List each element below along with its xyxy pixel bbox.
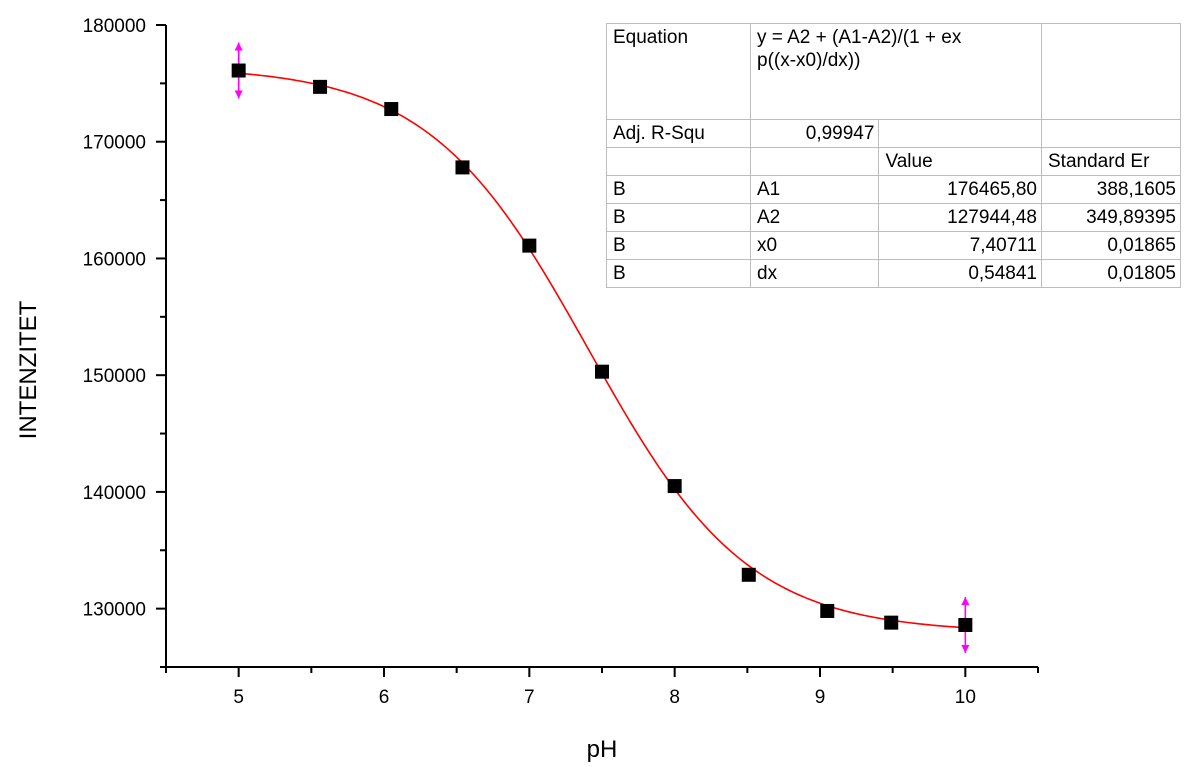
error-bar-cap-bottom xyxy=(234,90,243,99)
row-value: 7,40711 xyxy=(878,231,1042,260)
data-point xyxy=(741,567,756,582)
table-row-header: Value Standard Er xyxy=(606,147,1181,176)
data-point xyxy=(595,364,609,379)
equation-line-2: p((x-x0)/dx)) xyxy=(757,50,861,71)
y-tick-label: 140000 xyxy=(83,483,146,504)
x-axis-label: pH xyxy=(587,736,618,763)
row-group: B xyxy=(606,259,751,288)
x-tick-label: 10 xyxy=(955,687,976,708)
points-layer xyxy=(231,63,973,632)
data-point xyxy=(455,160,470,175)
data-point xyxy=(667,479,682,494)
table-row: B x0 7,40711 0,01865 xyxy=(606,231,1181,260)
row-std-err: 0,01805 xyxy=(1041,259,1181,288)
empty-cell xyxy=(1041,119,1181,148)
row-value: 176465,80 xyxy=(878,175,1042,204)
y-tick-label: 180000 xyxy=(83,16,146,37)
empty-cell xyxy=(878,119,1042,148)
equation-label: Equation xyxy=(606,23,751,120)
x-tick-label: 7 xyxy=(524,687,535,708)
data-point xyxy=(958,617,973,632)
x-tick-label: 6 xyxy=(379,687,390,708)
x-tick-label: 9 xyxy=(815,687,826,708)
row-value: 127944,48 xyxy=(878,203,1042,232)
y-tick-label: 150000 xyxy=(83,366,146,387)
x-tick-label: 8 xyxy=(669,687,680,708)
equation-line-1: y = A2 + (A1-A2)/(1 + ex xyxy=(757,27,962,48)
table-row: B A1 176465,80 388,1605 xyxy=(606,175,1181,204)
equation-cell: y = A2 + (A1-A2)/(1 + ex p((x-x0)/dx)) xyxy=(750,23,1042,120)
row-group: B xyxy=(606,175,751,204)
row-value: 0,54841 xyxy=(878,259,1042,288)
y-tick-label: 130000 xyxy=(83,600,146,621)
row-param: A1 xyxy=(749,175,880,204)
error-bar-cap-top xyxy=(234,42,243,51)
table-row: B dx 0,54841 0,01805 xyxy=(606,259,1181,288)
std-err-header: Standard Er xyxy=(1041,147,1181,176)
data-point xyxy=(884,615,899,630)
adj-r-label: Adj. R-Squ xyxy=(606,119,751,148)
row-param: A2 xyxy=(749,203,880,232)
y-tick-label: 170000 xyxy=(83,133,146,154)
data-point xyxy=(313,79,328,94)
error-bar-cap-bottom xyxy=(961,644,970,653)
y-axis-label: INTENZITET xyxy=(15,300,42,439)
table-row-equation: Equation y = A2 + (A1-A2)/(1 + ex p((x-x… xyxy=(606,23,1181,120)
data-point xyxy=(231,63,246,78)
axes: 5 6 7 8 9 10 130000 140000 150000 160000 170000 180… xyxy=(83,16,1039,708)
table-row: B A2 127944,48 349,89395 xyxy=(606,203,1181,232)
y-tick-label: 160000 xyxy=(83,249,146,270)
data-point xyxy=(384,102,399,117)
empty-cell xyxy=(606,147,751,176)
row-std-err: 349,89395 xyxy=(1041,203,1181,232)
value-header: Value xyxy=(878,147,1042,176)
data-point xyxy=(820,603,835,618)
row-group: B xyxy=(606,203,751,232)
empty-cell xyxy=(749,147,880,176)
row-std-err: 0,01865 xyxy=(1041,231,1181,260)
row-param: dx xyxy=(749,259,880,288)
adj-r-value: 0,99947 xyxy=(749,119,880,148)
data-point xyxy=(522,238,537,253)
table-row-adj-r: Adj. R-Squ 0,99947 xyxy=(606,119,1181,148)
x-tick-label: 5 xyxy=(233,687,244,708)
row-std-err: 388,1605 xyxy=(1041,175,1181,204)
fit-results-table: Equation y = A2 + (A1-A2)/(1 + ex p((x-x… xyxy=(606,23,1181,288)
row-group: B xyxy=(606,231,751,260)
error-bar-cap-top xyxy=(961,596,970,605)
empty-cell xyxy=(1041,23,1181,120)
row-param: x0 xyxy=(749,231,880,260)
